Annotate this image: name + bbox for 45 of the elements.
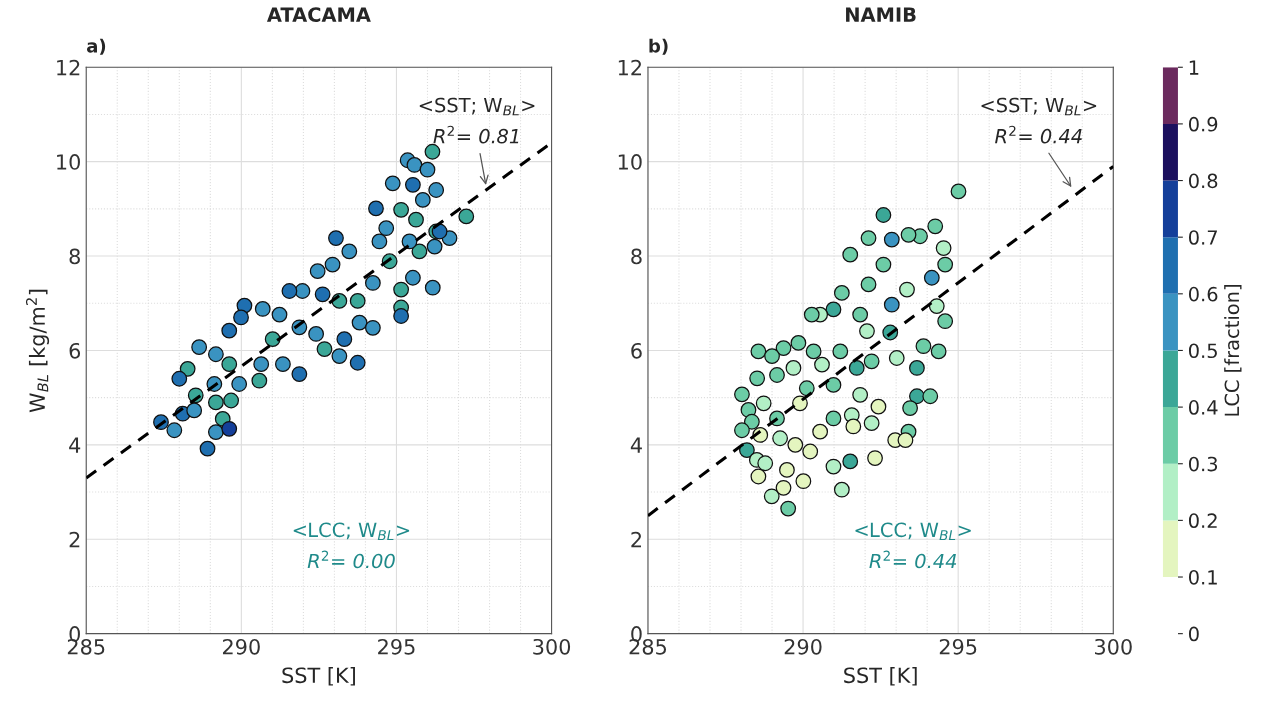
x-tick-label: 300	[1095, 638, 1132, 655]
color-bar-label: 0.2	[1188, 513, 1217, 529]
x-tick-label: 295	[939, 638, 977, 655]
chart-subtitle: a)	[87, 38, 106, 55]
color-bar-label: 0.8	[1188, 173, 1218, 189]
color-bar-label: 0.1	[1188, 569, 1217, 585]
color-bar-title: LCC [fraction]	[1224, 285, 1242, 416]
annotation: <SST; W$_{BL}$>	[419, 97, 535, 116]
y-tick-label: 10	[618, 154, 642, 170]
color-bar-label: 0.7	[1188, 230, 1217, 245]
chart-title: ATACAMA	[266, 7, 371, 22]
color-bar-label: 0.5	[1188, 343, 1217, 359]
annotation: R$^{2}$= 0.00	[307, 550, 395, 569]
y-tick-label: 4	[630, 437, 642, 453]
chart-title: NAMIB	[846, 7, 916, 22]
annotation: R$^{2}$= 0.81	[433, 125, 519, 144]
x-tick-label: 290	[784, 638, 822, 655]
y-tick-label: 2	[69, 531, 80, 548]
chart-subtitle: b)	[649, 38, 668, 55]
annotation: <LCC; W$_{BL}$>	[293, 522, 410, 541]
annotation: R$^{2}$= 0.44	[995, 125, 1082, 144]
y-tick-label: 8	[631, 248, 642, 265]
y-tick-label: 2	[631, 531, 641, 548]
x-axis-title: SST [K]	[282, 667, 355, 686]
x-axis-title: SST [K]	[844, 667, 917, 686]
color-bar-label: 0.4	[1188, 400, 1218, 415]
color-bar-label: 1	[1189, 60, 1199, 75]
y-tick-label: 12	[57, 59, 80, 76]
color-bar-label: 0.9	[1188, 116, 1218, 132]
x-tick-label: 295	[378, 638, 415, 655]
color-bar-label: 0	[1188, 626, 1199, 642]
y-tick-label: 10	[57, 154, 80, 170]
y-tick-label: 4	[69, 437, 81, 453]
y-tick-label: 6	[69, 342, 81, 359]
y-tick-label: 12	[618, 59, 641, 76]
x-tick-label: 290	[222, 638, 260, 655]
annotation: R$^{2}$= 0.44	[869, 550, 957, 569]
annotation: <SST; W$_{BL}$>	[981, 97, 1097, 116]
color-bar-label: 0.6	[1188, 286, 1218, 302]
color-bar-label: 0.3	[1188, 456, 1218, 472]
x-tick-label: 300	[533, 638, 571, 655]
y-tick-label: 6	[631, 342, 642, 359]
y-axis-title: W$_{BL}$ [kg/m$^{2}$]	[25, 289, 50, 413]
annotation: <LCC; W$_{BL}$>	[855, 522, 971, 541]
y-tick-label: 8	[69, 248, 80, 265]
